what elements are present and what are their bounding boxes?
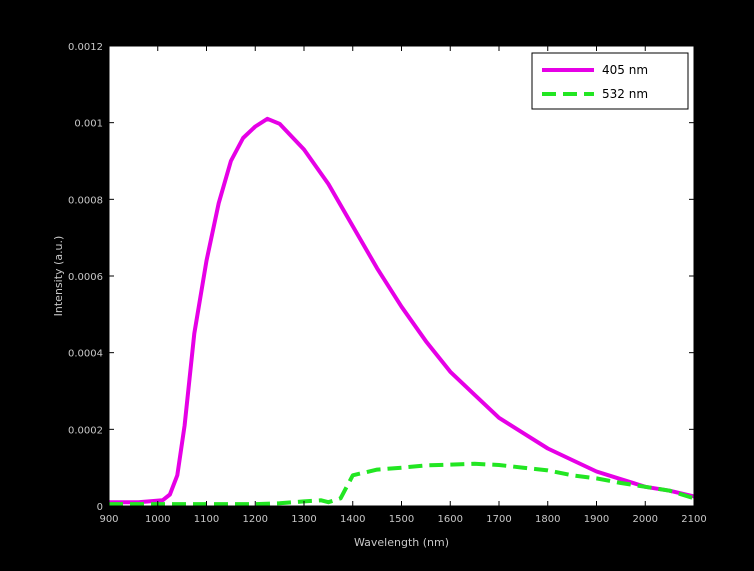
x-tick-label: 900 xyxy=(99,514,118,525)
y-tick-label: 0.001 xyxy=(74,119,103,130)
x-tick-label: 1000 xyxy=(145,514,170,525)
legend-label: 532 nm xyxy=(602,87,648,101)
legend-box xyxy=(531,52,689,110)
y-tick-label: 0.0008 xyxy=(68,195,103,206)
y-tick-label: 0.0012 xyxy=(68,42,103,53)
x-tick-label: 1200 xyxy=(243,514,268,525)
x-tick-label: 2000 xyxy=(633,514,658,525)
x-tick-label: 1700 xyxy=(486,514,511,525)
x-tick-label: 2100 xyxy=(681,514,706,525)
y-tick-label: 0.0002 xyxy=(68,425,103,436)
y-tick-label: 0.0006 xyxy=(68,272,103,283)
legend-label: 405 nm xyxy=(602,63,648,77)
x-tick-label: 1500 xyxy=(389,514,414,525)
series-layer xyxy=(109,116,695,507)
y-axis-label: Intensity (a.u.) xyxy=(52,236,65,317)
x-tick-label: 1300 xyxy=(291,514,316,525)
x-axis: 900 1000 1100 1200 1300 1400 1500 1600 1700 1800 1… xyxy=(99,46,707,525)
x-tick-label: 1100 xyxy=(194,514,219,525)
series-line-405nm xyxy=(109,116,695,505)
x-tick-label: 1800 xyxy=(535,514,560,525)
plot-area xyxy=(109,46,694,506)
y-tick-label: 0 xyxy=(97,502,103,513)
y-tick-label: 0.0004 xyxy=(68,349,103,360)
x-tick-label: 1900 xyxy=(584,514,609,525)
y-axis: 0 0.0002 0.0004 0.0006 0.0008 0.001 0.0012 xyxy=(68,42,694,513)
series-line-532nm xyxy=(109,461,695,507)
x-tick-label: 1400 xyxy=(340,514,365,525)
legend: 405 nm 532 nm xyxy=(531,52,689,110)
x-tick-label: 1600 xyxy=(438,514,463,525)
x-axis-label: Wavelength (nm) xyxy=(354,536,449,549)
